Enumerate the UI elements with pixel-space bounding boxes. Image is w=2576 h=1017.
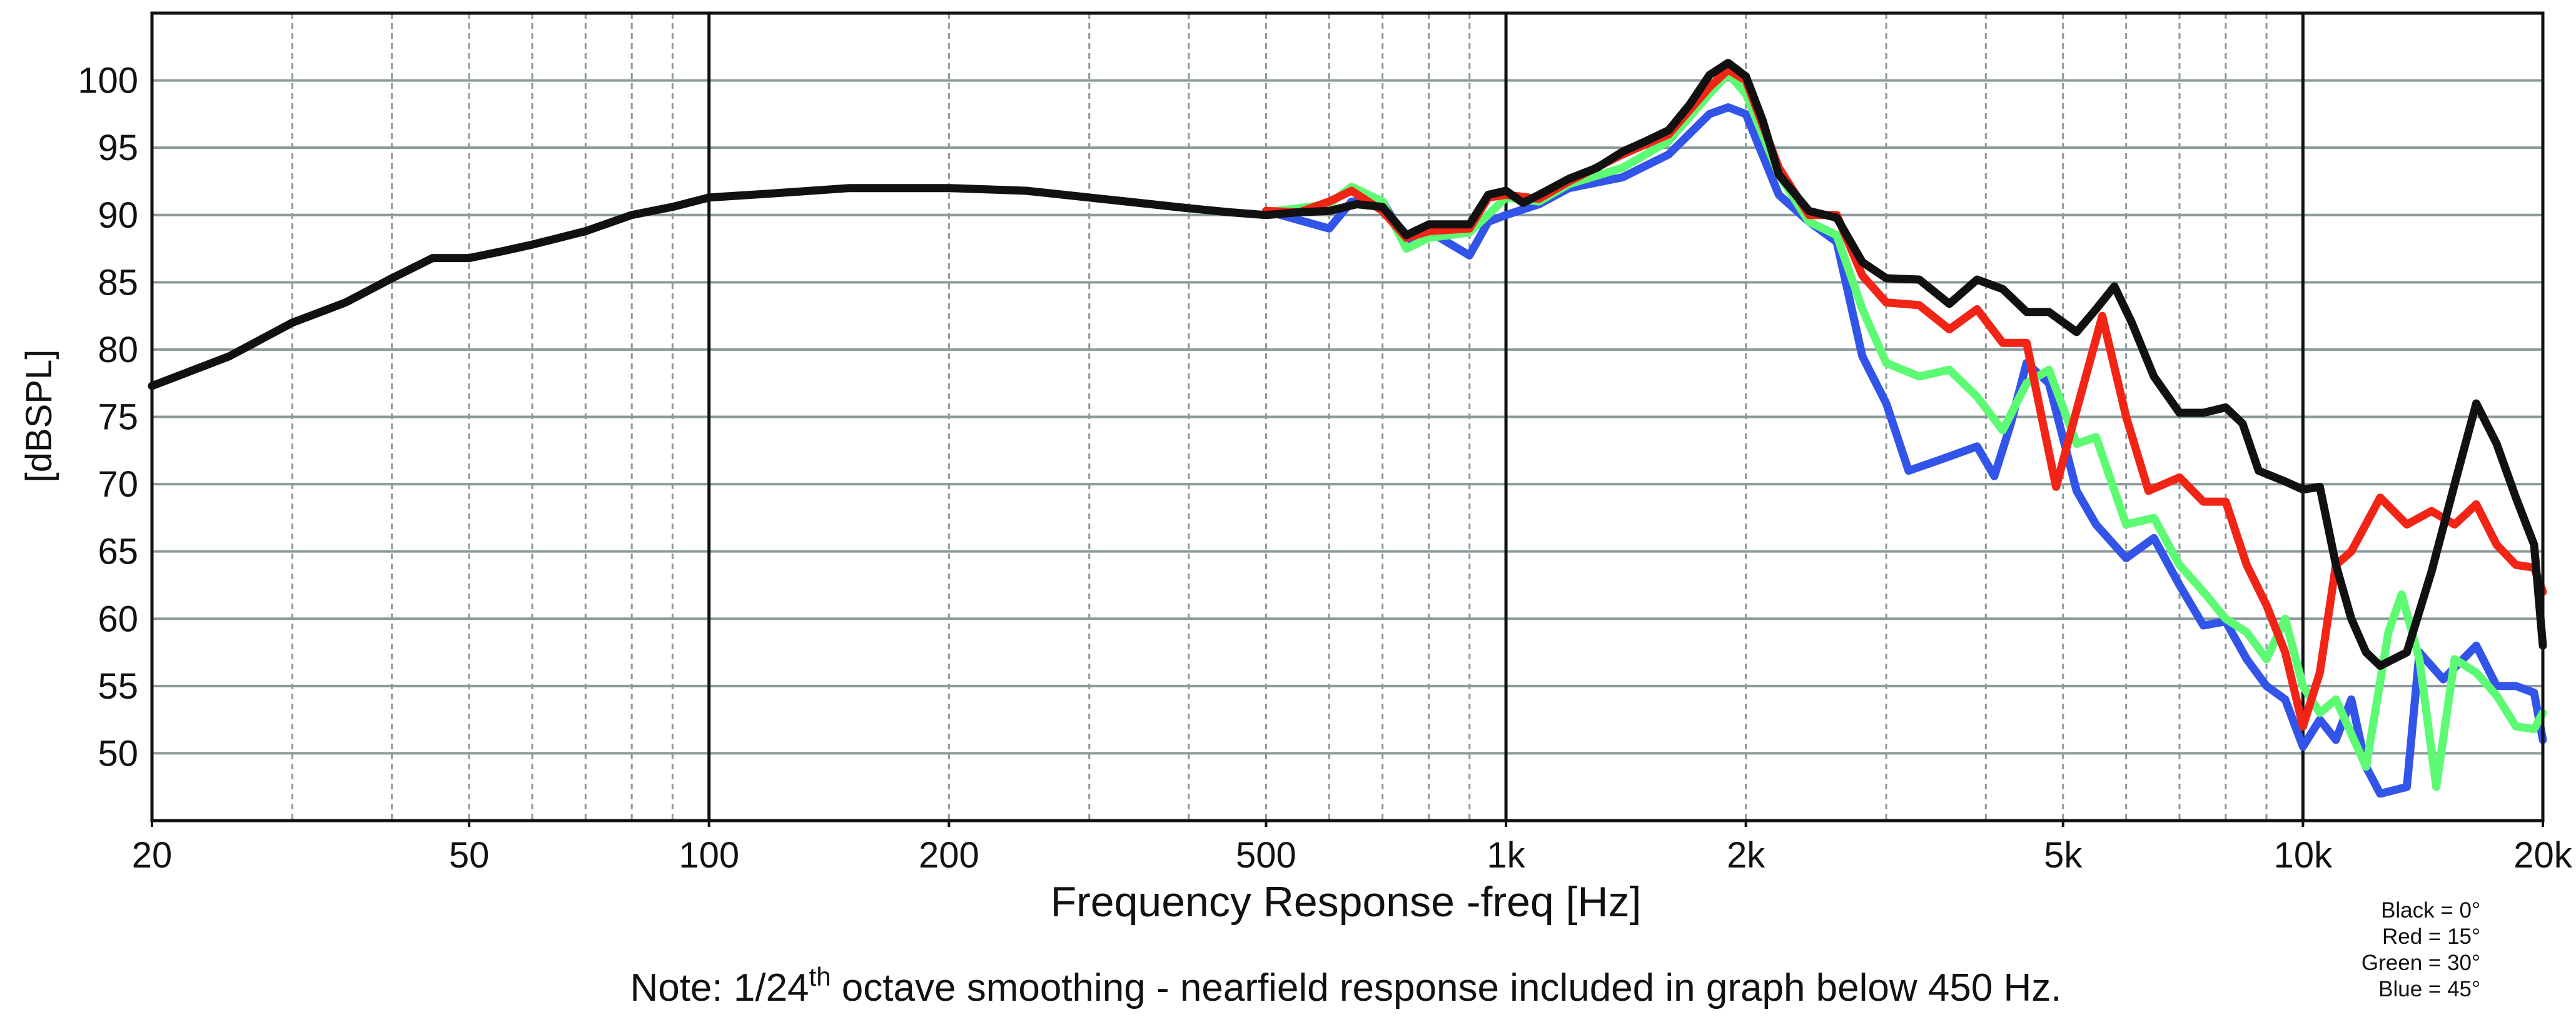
x-tick-label: 50 (449, 835, 490, 876)
y-tick-label: 75 (98, 397, 138, 438)
y-tick-label: 60 (98, 599, 138, 639)
y-tick-label: 65 (98, 532, 138, 572)
legend-entry: Red = 15° (2382, 924, 2480, 949)
x-axis-label: Frequency Response -freq [Hz] (1051, 878, 1642, 926)
note-superscript: th (809, 962, 831, 991)
x-tick-label: 1k (1487, 835, 1525, 876)
y-axis-label: [dBSPL] (19, 350, 59, 483)
y-tick-label: 85 (98, 262, 138, 303)
x-tick-label: 500 (1236, 835, 1296, 876)
y-tick-label: 95 (98, 128, 138, 168)
x-tick-label: 2k (1727, 835, 1765, 876)
note: Note: 1/24th octave smoothing - nearfiel… (630, 962, 2061, 1009)
legend-entry: Black = 0° (2381, 898, 2480, 923)
y-tick-label: 55 (98, 666, 138, 707)
note-prefix: Note: 1/24 (630, 966, 809, 1009)
x-tick-label: 10k (2274, 835, 2333, 876)
legend-entry: Blue = 45° (2378, 977, 2480, 1001)
legend-entry: Green = 30° (2361, 951, 2480, 975)
x-tick-label: 20 (132, 835, 173, 876)
y-tick-label: 70 (98, 464, 138, 505)
x-tick-label: 20k (2513, 835, 2573, 876)
y-tick-label: 90 (98, 195, 138, 236)
y-tick-label: 80 (98, 330, 138, 370)
note-suffix: octave smoothing - nearfield response in… (831, 966, 2062, 1009)
y-tick-label: 100 (78, 61, 138, 101)
x-tick-label: 200 (919, 835, 979, 876)
grid (152, 13, 2543, 821)
plot-frame (150, 11, 2545, 822)
x-tick-label: 5k (2044, 835, 2083, 876)
lines (148, 59, 2547, 798)
y-tick-label: 50 (98, 733, 138, 774)
labels: 50 55 60 65 70 75 80 85 90 95 100 20 50 100 200 500 1k 2k… (78, 61, 2573, 1001)
series-line (148, 59, 2547, 670)
x-tick-label: 100 (679, 835, 739, 876)
